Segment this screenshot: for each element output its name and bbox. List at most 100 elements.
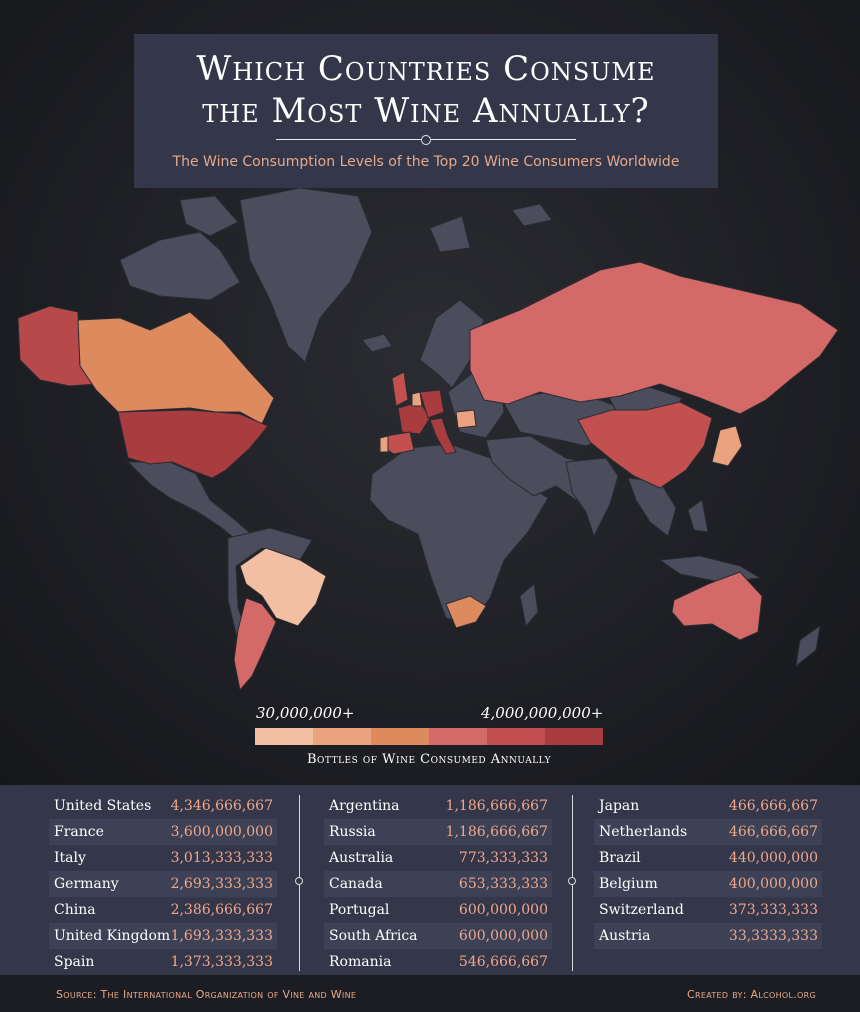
- country-name: Australia: [329, 850, 394, 866]
- table-row: Australia 773,333,333: [324, 845, 552, 871]
- bottles-value: 546,666,667: [458, 954, 548, 970]
- table-row: Spain 1,373,333,333: [49, 949, 277, 975]
- map-uk: [391, 371, 409, 407]
- bottles-value: 773,333,333: [458, 850, 548, 866]
- table-row: Switzerland 373,333,333: [594, 897, 822, 923]
- map-southeast-asia: [627, 477, 677, 537]
- table-row: Germany 2,693,333,333: [49, 871, 277, 897]
- bottles-value: 440,000,000: [728, 850, 818, 866]
- title-line-2: the Most Wine Annually?: [202, 91, 650, 131]
- footer-credit: Created by: Alcohol.org: [687, 988, 816, 1001]
- separator-knob-icon: [568, 877, 576, 885]
- bottles-value: 373,333,333: [728, 902, 818, 918]
- table-row: Romania 546,666,667: [324, 949, 552, 975]
- country-name: Japan: [599, 798, 640, 814]
- map-romania: [455, 409, 477, 429]
- footer: [0, 975, 860, 1012]
- column-separator: [295, 795, 303, 971]
- table-row: United Kingdom 1,693,333,333: [49, 923, 277, 949]
- country-name: China: [54, 902, 96, 918]
- bottles-value: 3,600,000,000: [170, 824, 273, 840]
- bottles-value: 1,373,333,333: [170, 954, 273, 970]
- map-russia: [469, 261, 839, 415]
- country-name: Belgium: [599, 876, 658, 892]
- legend-swatch: [313, 728, 371, 745]
- bottles-value: 4,346,666,667: [170, 798, 273, 814]
- map-australia: [671, 571, 763, 641]
- map-argentina: [233, 597, 277, 692]
- title-panel: Which Countries Consume the Most Wine An…: [134, 34, 718, 188]
- column-separator: [568, 795, 576, 971]
- table-row: South Africa 600,000,000: [324, 923, 552, 949]
- map-brazil: [239, 547, 327, 627]
- map-benelux: [411, 391, 423, 407]
- country-name: United States: [54, 798, 152, 814]
- divider-dot-icon: [421, 135, 431, 145]
- country-name: Portugal: [329, 902, 390, 918]
- table-row: France 3,600,000,000: [49, 819, 277, 845]
- country-name: Romania: [329, 954, 392, 970]
- bottles-value: 1,186,666,667: [445, 798, 548, 814]
- map-india: [565, 457, 619, 538]
- map-japan: [711, 425, 743, 467]
- table-row: Belgium 400,000,000: [594, 871, 822, 897]
- bottles-value: 33,3333,333: [728, 928, 818, 944]
- country-name: Brazil: [599, 850, 641, 866]
- legend-swatch: [545, 728, 603, 745]
- table-row: Netherlands 466,666,667: [594, 819, 822, 845]
- legend-swatch: [487, 728, 545, 745]
- bottles-value: 600,000,000: [458, 928, 548, 944]
- table-row: Canada 653,333,333: [324, 871, 552, 897]
- map-italy: [429, 417, 457, 455]
- table-row: Argentina 1,186,666,667: [324, 793, 552, 819]
- country-name: Austria: [599, 928, 651, 944]
- table-row: China 2,386,666,667: [49, 897, 277, 923]
- legend-caption: Bottles of Wine Consumed Annually: [306, 752, 552, 767]
- table-row: Austria 33,3333,333: [594, 923, 822, 949]
- bottles-value: 600,000,000: [458, 902, 548, 918]
- country-name: Netherlands: [599, 824, 688, 840]
- country-name: Spain: [54, 954, 95, 970]
- table-column-3: Japan 466,666,667 Netherlands 466,666,667 Br…: [594, 793, 822, 949]
- country-name: Italy: [54, 850, 86, 866]
- table-row: Russia 1,186,666,667: [324, 819, 552, 845]
- country-name: South Africa: [329, 928, 418, 944]
- bottles-value: 3,013,333,333: [170, 850, 273, 866]
- country-name: Russia: [329, 824, 376, 840]
- country-name: United Kingdom: [54, 928, 171, 944]
- bottles-value: 1,186,666,667: [445, 824, 548, 840]
- map-south-africa: [445, 595, 487, 629]
- separator-knob-icon: [295, 877, 303, 885]
- bottles-value: 1,693,333,333: [170, 928, 273, 944]
- country-name: France: [54, 824, 104, 840]
- map-germany: [419, 389, 445, 419]
- table-row: Japan 466,666,667: [594, 793, 822, 819]
- legend-max-label: 4,000,000,000+: [481, 704, 604, 722]
- country-name: Switzerland: [599, 902, 684, 918]
- footer-source: Source: The International Organization o…: [56, 988, 357, 1001]
- world-map: [17, 187, 839, 692]
- map-usa: [117, 409, 269, 479]
- map-africa: [369, 443, 549, 625]
- title-divider: [276, 134, 576, 146]
- bottles-value: 400,000,000: [728, 876, 818, 892]
- map-south-america-north: [227, 527, 313, 651]
- country-name: Canada: [329, 876, 383, 892]
- subtitle: The Wine Consumption Levels of the Top 2…: [172, 154, 680, 170]
- country-name: Argentina: [329, 798, 400, 814]
- legend-color-scale: [255, 728, 603, 745]
- bottles-value: 2,693,333,333: [170, 876, 273, 892]
- legend-swatch: [429, 728, 487, 745]
- title-line-1: Which Countries Consume: [196, 49, 656, 89]
- table-column-2: Argentina 1,186,666,667 Russia 1,186,666,66…: [324, 793, 552, 975]
- bottles-value: 466,666,667: [728, 798, 818, 814]
- table-row: Portugal 600,000,000: [324, 897, 552, 923]
- table-column-1: United States 4,346,666,667 France 3,600,00…: [49, 793, 277, 975]
- bottles-value: 466,666,667: [728, 824, 818, 840]
- map-portugal: [379, 435, 389, 453]
- table-row: Italy 3,013,333,333: [49, 845, 277, 871]
- map-greenland: [239, 187, 373, 363]
- bottles-value: 653,333,333: [458, 876, 548, 892]
- bottles-value: 2,386,666,667: [170, 902, 273, 918]
- table-row: United States 4,346,666,667: [49, 793, 277, 819]
